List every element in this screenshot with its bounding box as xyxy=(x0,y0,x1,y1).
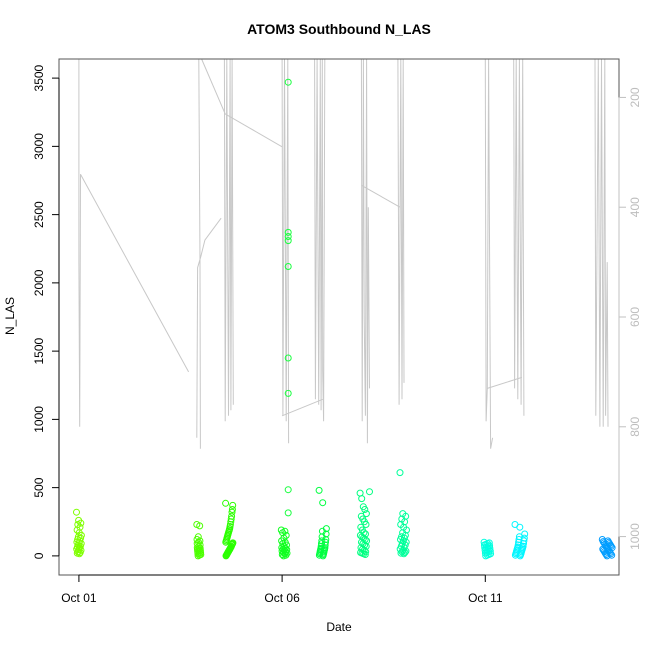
y2-tick-label: 1000 xyxy=(628,523,642,550)
line-segment-6 xyxy=(281,58,290,444)
data-point xyxy=(278,551,286,558)
data-point xyxy=(515,533,523,541)
line-segment-9 xyxy=(360,58,370,444)
plot-frame xyxy=(58,58,620,576)
line-segment-8 xyxy=(281,398,323,417)
data-point xyxy=(511,551,519,559)
data-point xyxy=(222,538,230,546)
data-point xyxy=(194,552,202,560)
y-tick-label: 2000 xyxy=(32,269,46,296)
data-point xyxy=(607,550,615,558)
data-point xyxy=(73,508,80,516)
y2-axis: 200 400 600 800 1000 xyxy=(618,87,642,550)
x-tick-label: Oct 06 xyxy=(264,591,300,605)
y2-tick-label: 200 xyxy=(628,87,642,107)
data-point xyxy=(481,549,489,557)
y-axis-label: N_LAS xyxy=(3,297,17,335)
data-point xyxy=(401,549,409,556)
scatter-layer xyxy=(73,78,616,560)
data-point xyxy=(516,523,524,531)
x-tick-label: Oct 01 xyxy=(61,591,97,605)
line-series-layer xyxy=(78,58,609,449)
data-point xyxy=(75,550,83,558)
line-segment-0 xyxy=(78,59,190,427)
data-point xyxy=(228,506,236,513)
data-point xyxy=(284,486,292,494)
y-tick-label: 2500 xyxy=(32,201,46,228)
y-tick-label: 1000 xyxy=(32,406,46,433)
data-point xyxy=(280,552,288,560)
data-point xyxy=(284,354,292,362)
line-segment-1 xyxy=(196,217,222,438)
data-point xyxy=(284,78,292,86)
line-segment-10 xyxy=(361,184,401,208)
data-point xyxy=(366,488,373,496)
data-point xyxy=(319,552,327,560)
data-point xyxy=(362,548,370,556)
data-point xyxy=(516,552,524,560)
line-segment-4 xyxy=(223,58,234,422)
data-point xyxy=(284,228,292,236)
data-point xyxy=(319,499,327,507)
data-point xyxy=(608,551,616,559)
line-segment-5 xyxy=(224,113,283,148)
y2-tick-label: 600 xyxy=(628,307,642,327)
data-point xyxy=(315,551,323,559)
data-point xyxy=(194,550,202,558)
line-segment-11 xyxy=(397,58,405,405)
y-tick-label: 1500 xyxy=(32,337,46,364)
data-point xyxy=(76,549,84,556)
x-axis: Oct 01 Oct 06 Oct 11 xyxy=(61,574,503,605)
data-point xyxy=(284,237,292,245)
data-point xyxy=(222,499,230,507)
line-segment-13 xyxy=(487,376,523,389)
line-segment-2 xyxy=(198,58,201,449)
data-point xyxy=(227,518,235,526)
data-point xyxy=(400,550,408,558)
y2-tick-label: 400 xyxy=(628,197,642,217)
y-tick-label: 0 xyxy=(32,552,46,559)
data-point xyxy=(222,552,230,560)
y-tick-label: 3000 xyxy=(32,133,46,160)
y2-tick-label: 800 xyxy=(628,416,642,436)
data-point xyxy=(361,551,369,558)
x-axis-label: Date xyxy=(326,620,352,634)
data-point xyxy=(196,522,204,530)
chart-title: ATOM3 Southbound N_LAS xyxy=(247,21,431,37)
data-point xyxy=(318,537,326,545)
data-point xyxy=(315,486,323,494)
y-tick-label: 500 xyxy=(32,477,46,497)
data-point xyxy=(228,508,236,516)
data-point xyxy=(229,501,237,509)
line-segment-14 xyxy=(513,58,525,416)
data-point xyxy=(396,469,404,477)
data-point xyxy=(603,552,611,560)
data-point xyxy=(284,389,292,397)
data-point xyxy=(358,495,366,503)
data-point xyxy=(398,548,406,556)
x-tick-label: Oct 11 xyxy=(468,591,503,605)
y-tick-label: 3500 xyxy=(32,64,46,91)
data-point xyxy=(361,506,369,513)
data-point xyxy=(482,552,490,560)
data-point xyxy=(284,263,292,270)
line-segment-15 xyxy=(594,58,609,427)
line-segment-12 xyxy=(484,58,494,449)
line-segment-3 xyxy=(201,58,226,115)
data-point xyxy=(397,549,405,557)
data-point xyxy=(284,509,292,517)
line-segment-7 xyxy=(314,58,326,422)
data-point xyxy=(521,530,529,538)
data-point xyxy=(284,233,292,240)
y-axis: 0 500 1000 1500 2000 2500 3000 3500 xyxy=(32,64,60,559)
